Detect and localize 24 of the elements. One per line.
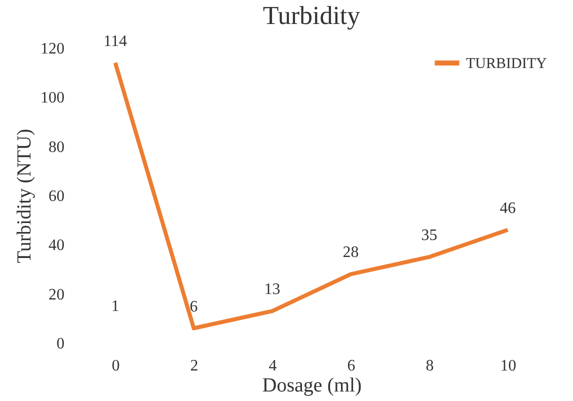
x-tick-label: 0 (112, 358, 120, 374)
x-axis-title: Dosage (ml) (262, 374, 362, 396)
data-label: 6 (190, 298, 198, 316)
y-tick-label: 60 (48, 188, 64, 205)
data-label: 13 (264, 281, 280, 298)
y-axis-title: Turbidity (NTU) (14, 128, 36, 264)
x-tick-label: 4 (268, 358, 277, 374)
y-tick-label: 20 (48, 286, 64, 304)
chart-title: Turbidity (262, 0, 360, 30)
x-tick-label: 10 (500, 358, 516, 374)
annotation: 1 (111, 298, 120, 316)
x-tick-label: 2 (190, 358, 198, 374)
y-tick-label: 40 (48, 237, 64, 254)
x-tick-label: 6 (347, 358, 356, 374)
y-tick-label: 120 (40, 40, 64, 58)
x-tick-label: 8 (426, 358, 434, 374)
data-label: 35 (421, 226, 438, 244)
y-tick-label: 0 (56, 336, 64, 352)
data-label: 46 (500, 200, 516, 217)
y-tick-label: 80 (48, 138, 64, 156)
y-tick-label: 100 (40, 90, 64, 107)
data-label: 28 (342, 244, 359, 262)
data-label: 114 (104, 32, 127, 50)
legend-label: TURBIDITY (466, 56, 547, 72)
